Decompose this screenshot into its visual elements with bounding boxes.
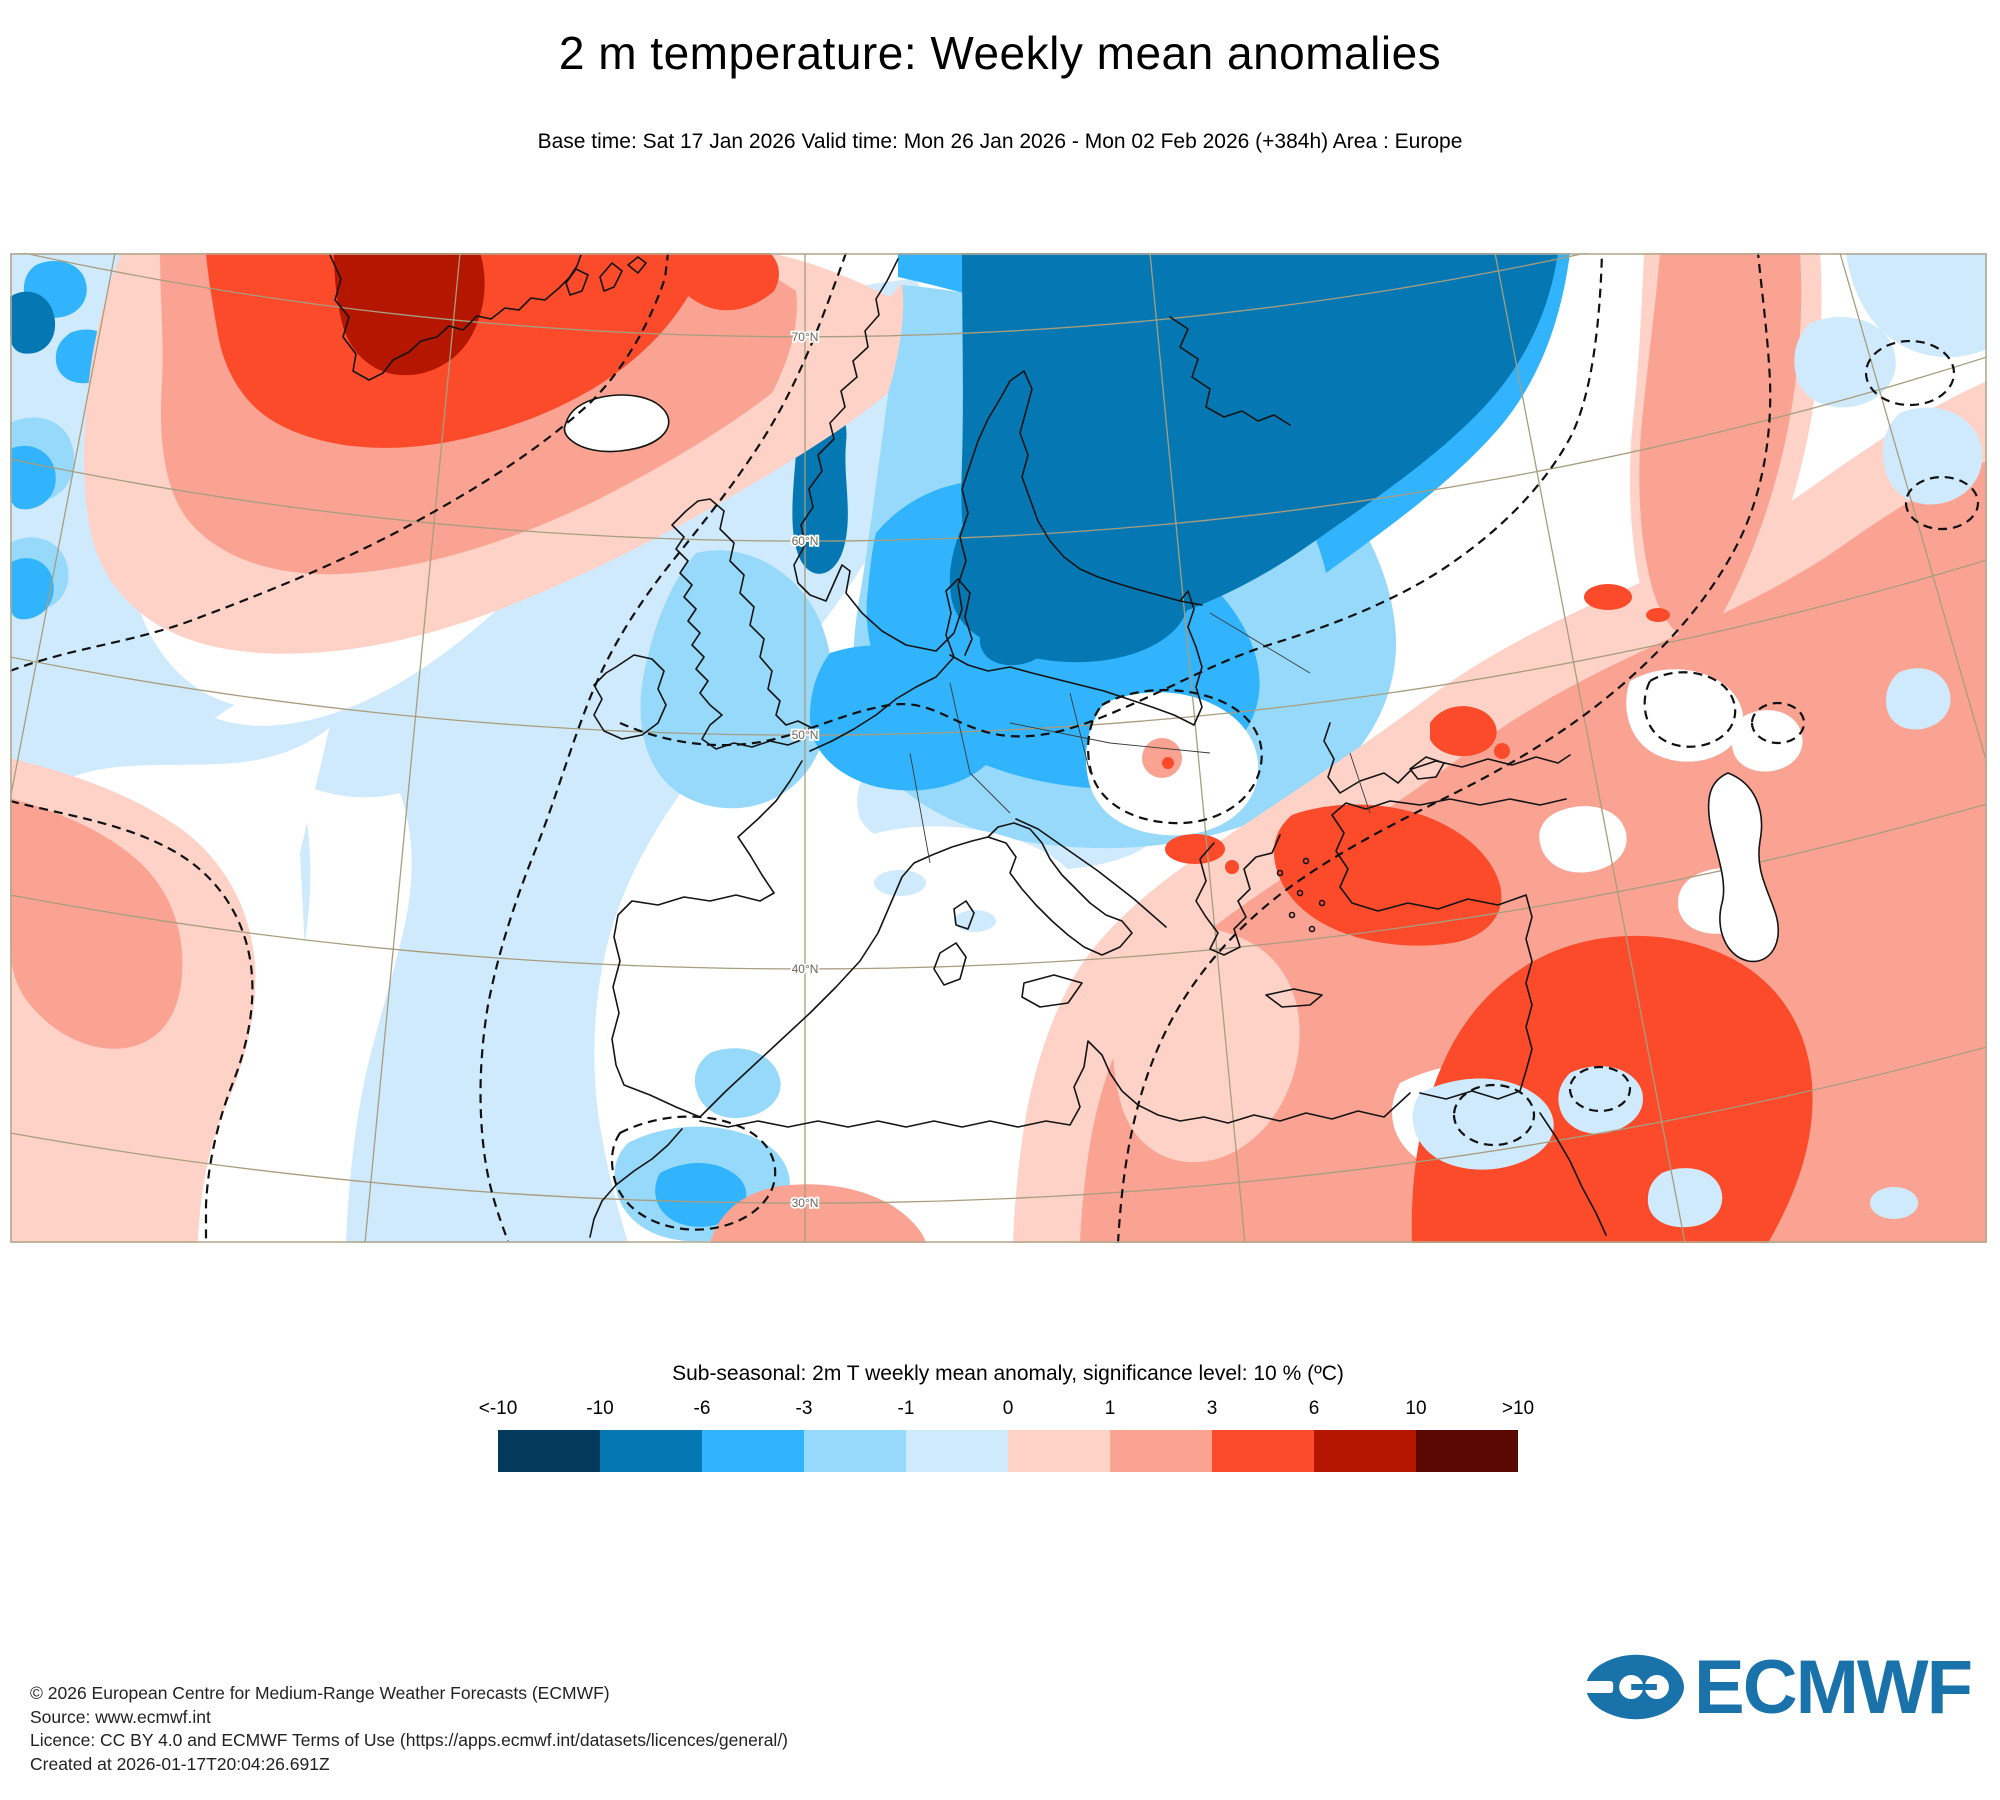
colorbar-cell: [1416, 1430, 1518, 1472]
source-line: Source: www.ecmwf.int: [30, 1706, 211, 1727]
carpathian-ring: [1085, 692, 1259, 836]
svg-text:60°N: 60°N: [792, 534, 819, 548]
colorbar-cell: [804, 1430, 906, 1472]
legend-title: Sub-seasonal: 2m T weekly mean anomaly, …: [672, 1362, 1344, 1385]
svg-text:70°N: 70°N: [792, 330, 819, 344]
created-line: Created at 2026-01-17T20:04:26.691Z: [30, 1753, 330, 1774]
legend-tick: 0: [1002, 1398, 1014, 1419]
legend-tick: 10: [1405, 1398, 1427, 1419]
footer-attribution: © 2026 European Centre for Medium-Range …: [30, 1682, 788, 1776]
latitude-labels: 70°N 60°N 50°N 40°N 30°N: [790, 328, 820, 1212]
colorbar-cell: [600, 1430, 702, 1472]
colorbar-cell: [702, 1430, 804, 1472]
legend-tick: -10: [586, 1398, 614, 1419]
legend-tick: <-10: [478, 1398, 518, 1419]
ecmwf-logo: ECMWF: [1586, 1645, 1976, 1730]
significance-contours: [10, 253, 1980, 1243]
coastlines: [329, 254, 1780, 1238]
legend-tick: >10: [1501, 1398, 1535, 1419]
svg-text:30°N: 30°N: [792, 1196, 819, 1210]
page-title: 2 m temperature: Weekly mean anomalies: [558, 27, 1442, 79]
legend-tick: 1: [1104, 1398, 1116, 1419]
map-border: [10, 253, 1987, 1243]
legend-tick: 6: [1308, 1398, 1320, 1419]
warm-anomaly-northwest: [84, 253, 904, 654]
anomaly-map: 70°N 60°N 50°N 40°N 30°N: [10, 253, 1987, 1243]
legend-tick: -1: [897, 1398, 915, 1419]
colorbar-cell: [498, 1430, 600, 1472]
licence-line: Licence: CC BY 4.0 and ECMWF Terms of Us…: [30, 1730, 789, 1750]
svg-text:40°N: 40°N: [792, 962, 819, 976]
cool-patches-east: [1412, 253, 1987, 1228]
ecmwf-logo-icon: [1586, 1654, 1684, 1720]
colorbar-cell: [1212, 1430, 1314, 1472]
graticule: [10, 253, 1987, 1243]
svg-text:50°N: 50°N: [792, 728, 819, 742]
colorbar-cell: [1008, 1430, 1110, 1472]
warm-anomaly-southwest: [10, 758, 926, 1243]
colorbar-cell: [1110, 1430, 1212, 1472]
ecmwf-logo-text: ECMWF: [1694, 1645, 1973, 1730]
legend-tick: -3: [795, 1398, 813, 1419]
copyright-line: © 2026 European Centre for Medium-Range …: [30, 1683, 610, 1703]
warm-anomaly-east: [1013, 253, 1987, 1243]
legend-tick: -6: [693, 1398, 711, 1419]
legend-tick: 3: [1206, 1398, 1218, 1419]
colorbar-cell: [1314, 1430, 1416, 1472]
legend-colorbar: [498, 1430, 1518, 1472]
page-subtitle: Base time: Sat 17 Jan 2026 Valid time: M…: [537, 130, 1463, 153]
colorbar-cell: [906, 1430, 1008, 1472]
cold-anomaly-core: [10, 253, 1558, 666]
